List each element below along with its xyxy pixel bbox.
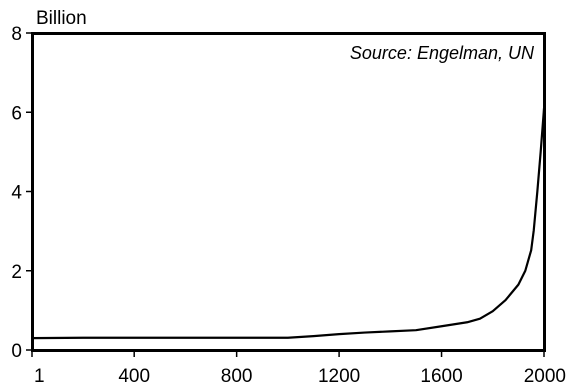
y-tick-label: 6 [11, 103, 22, 124]
x-tick-label: 1600 [420, 366, 462, 387]
series-line-population [31, 108, 546, 340]
x-tick-label: 2000 [524, 366, 566, 387]
x-tick-label: 800 [221, 366, 253, 387]
plot-frame [31, 32, 546, 352]
y-axis-ticks: 0 2 4 6 8 [11, 24, 32, 362]
y-tick-label: 2 [11, 262, 22, 283]
y-tick-label: 4 [11, 183, 22, 204]
x-axis-ticks: 1 400 800 1200 1600 2000 [31, 350, 566, 387]
source-annotation: Source: Engelman, UN [350, 43, 535, 63]
x-tick-label: 400 [118, 366, 150, 387]
x-tick-label: 1200 [318, 366, 360, 387]
y-tick-label: 8 [11, 24, 22, 45]
y-axis-unit-label: Billion [36, 8, 87, 29]
y-tick-label: 0 [11, 341, 22, 362]
x-tick-label: 1 [34, 366, 45, 387]
